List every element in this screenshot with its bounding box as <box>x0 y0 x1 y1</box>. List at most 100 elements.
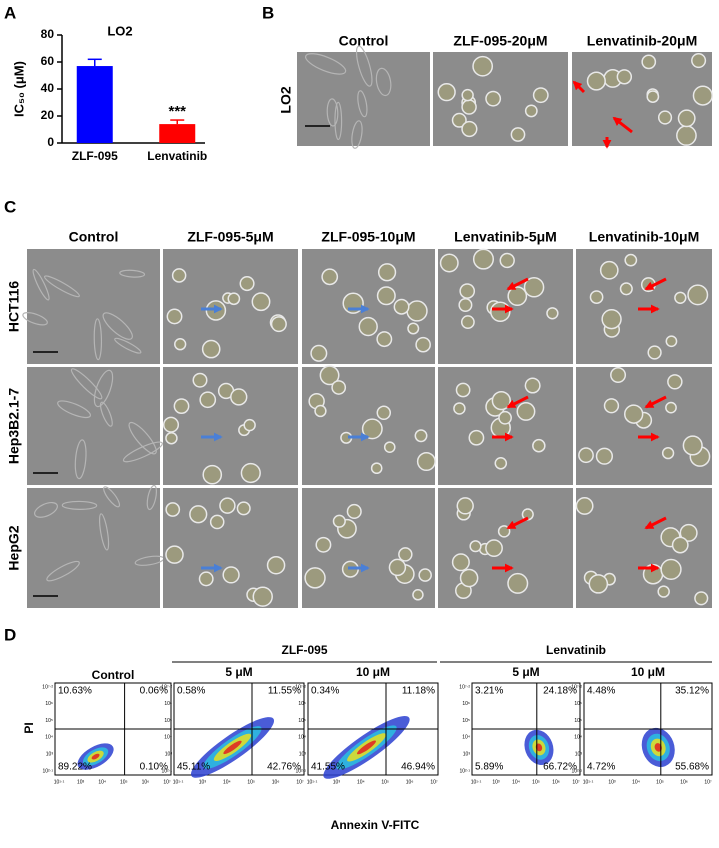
cell <box>461 120 478 138</box>
y-tick-label: 10⁵ <box>164 718 172 724</box>
x-tick-label: 10³ <box>199 779 207 785</box>
cell <box>660 558 682 581</box>
cell <box>677 109 696 128</box>
quadrant-percent: 89.22% <box>58 762 92 773</box>
quadrant-percent: 0.06% <box>140 686 168 697</box>
cell <box>93 318 103 361</box>
cell <box>162 416 180 433</box>
plot-title: 5 μM <box>225 665 252 679</box>
y-tick-label: 10²·¹ <box>459 768 470 774</box>
cell <box>74 439 87 480</box>
cell <box>388 558 407 577</box>
cell <box>524 104 538 118</box>
x-tick-label: 10¹·¹ <box>307 779 318 785</box>
x-tick-label: 10⁵ <box>532 779 540 785</box>
cell <box>575 497 594 515</box>
x-tick-label: 10⁴ <box>632 779 640 785</box>
quadrant-percent: 45.11% <box>177 762 210 773</box>
cell <box>459 283 476 299</box>
cell <box>146 484 158 511</box>
y-tick-label: 10⁷·² <box>571 684 582 690</box>
y-tick-label: 10⁴ <box>298 735 306 741</box>
cell <box>458 297 473 312</box>
cell <box>22 312 48 326</box>
cell <box>189 505 208 524</box>
cell <box>491 390 511 411</box>
cell <box>166 308 183 325</box>
y-tick-label: 20 <box>41 108 55 122</box>
cell <box>485 90 502 107</box>
x-axis-label: Annexin V-FITC <box>331 818 420 832</box>
y-tick-label: 10⁷·² <box>295 684 306 690</box>
cell <box>266 555 286 575</box>
cell <box>623 404 644 424</box>
cell <box>679 523 698 542</box>
cell <box>412 589 424 601</box>
cell <box>461 99 477 115</box>
cell <box>523 276 545 298</box>
cell <box>416 452 436 472</box>
y-tick-label: 10²·¹ <box>161 768 172 774</box>
x-tick-label: 10⁴ <box>357 779 365 785</box>
arrow <box>644 277 667 291</box>
cell <box>472 55 494 77</box>
quadrant-percent: 4.48% <box>587 686 615 697</box>
y-tick-label: 10³ <box>299 752 307 758</box>
cell <box>610 366 627 384</box>
x-tick-label: ZLF-095 <box>72 149 118 163</box>
cell <box>304 567 326 589</box>
cell <box>691 52 707 69</box>
y-tick-label: 60 <box>41 54 55 68</box>
cell <box>376 286 396 306</box>
x-tick-label: 10⁷ <box>572 779 580 785</box>
cell <box>524 377 541 394</box>
panel-label: B <box>262 3 274 22</box>
cell <box>657 110 673 125</box>
cell <box>595 447 614 465</box>
quadrant-percent: 35.12% <box>675 686 709 697</box>
panel-label: D <box>4 625 16 644</box>
y-tick-label: 10⁶ <box>298 701 306 707</box>
cell <box>599 260 619 280</box>
y-tick-label: 10⁶ <box>45 701 53 707</box>
y-tick-label: 10⁶ <box>462 701 470 707</box>
cell <box>61 500 98 510</box>
cell <box>119 269 146 278</box>
cell <box>304 53 347 75</box>
column-header: Lenvatinib-10μM <box>589 229 699 245</box>
x-tick-label: 10⁵ <box>247 779 255 785</box>
cell <box>665 335 678 348</box>
density-blob <box>535 743 543 752</box>
row-label: LO2 <box>278 86 294 113</box>
cell <box>230 388 248 406</box>
quadrant-percent: 3.21% <box>475 686 503 697</box>
arrow <box>644 395 667 409</box>
cell <box>414 429 428 443</box>
cell <box>43 275 80 298</box>
cell <box>165 431 178 445</box>
cell <box>647 345 662 360</box>
cell <box>490 301 511 323</box>
cell <box>315 536 332 553</box>
cell <box>601 308 622 330</box>
cell <box>209 514 225 530</box>
cell <box>32 268 50 301</box>
column-header: Lenvatinib-5μM <box>454 229 557 245</box>
cell <box>375 67 392 97</box>
cell <box>46 560 80 582</box>
cell <box>358 316 378 337</box>
x-tick-label: 10⁶ <box>552 779 560 785</box>
plot-title: Control <box>92 668 135 682</box>
column-header: Control <box>339 33 389 49</box>
cell <box>355 45 373 87</box>
cell <box>532 438 546 453</box>
x-tick-label: 10⁶ <box>680 779 688 785</box>
y-tick-label: 10⁵ <box>462 718 470 724</box>
cell <box>122 441 163 463</box>
x-tick-label: 10⁶ <box>272 779 280 785</box>
cell <box>603 398 620 414</box>
arrow <box>612 116 633 134</box>
x-tick-label: 10¹·¹ <box>173 779 184 785</box>
cell <box>57 400 92 419</box>
cell <box>588 574 609 594</box>
